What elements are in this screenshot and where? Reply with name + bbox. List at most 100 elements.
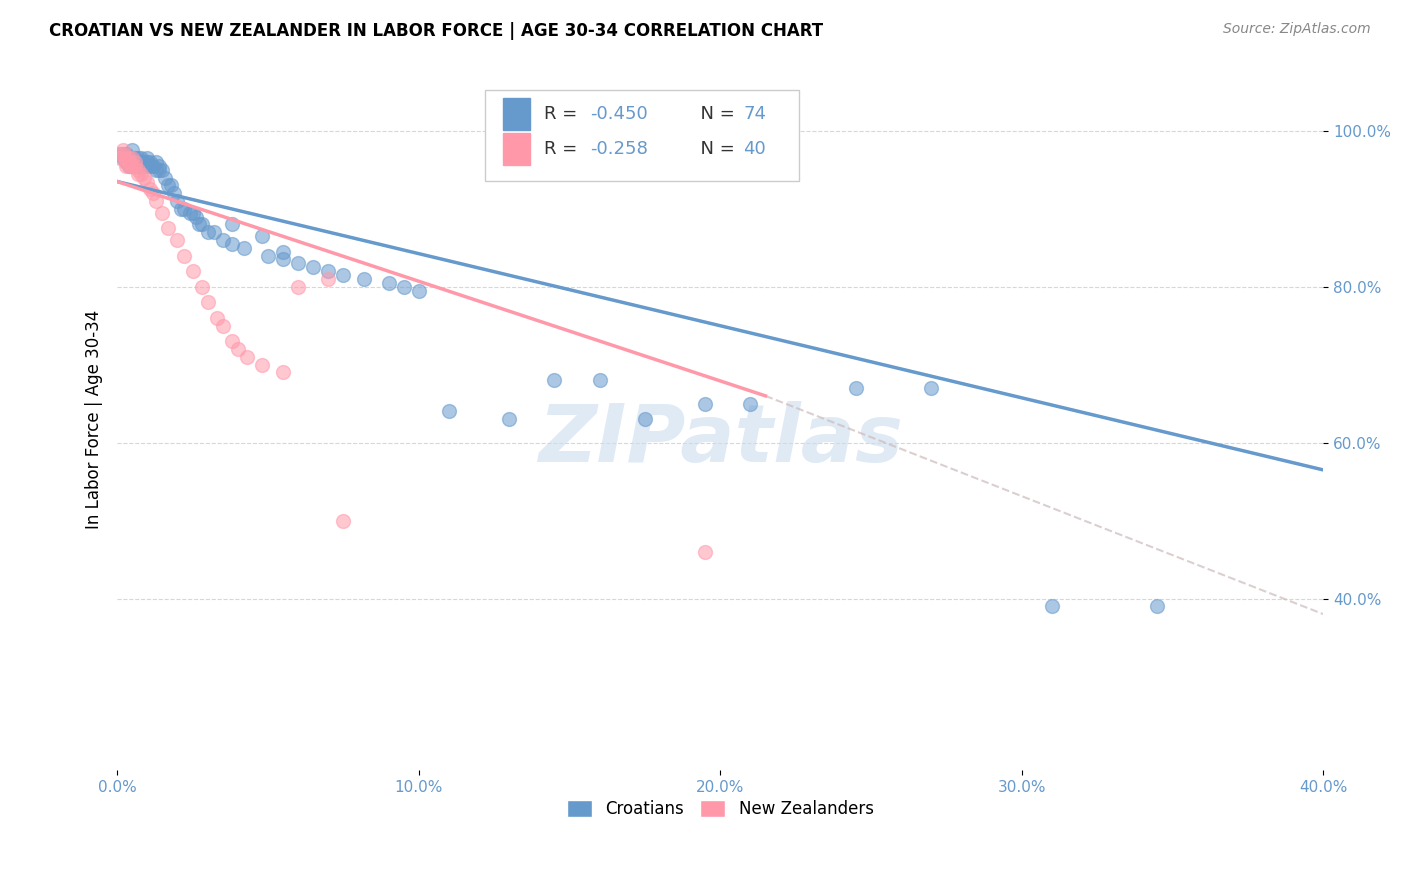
Text: -0.450: -0.450	[591, 105, 648, 123]
Point	[920, 381, 942, 395]
Point	[139, 159, 162, 173]
Point	[271, 366, 294, 380]
Point	[142, 159, 165, 173]
Point	[157, 221, 180, 235]
Bar	[503, 134, 530, 165]
Point	[157, 178, 180, 193]
Point	[112, 151, 135, 165]
Point	[271, 252, 294, 267]
Point	[236, 350, 259, 364]
Point	[115, 155, 138, 169]
Point	[127, 155, 149, 169]
Point	[184, 210, 207, 224]
Point	[152, 162, 174, 177]
Point	[332, 514, 354, 528]
Point	[145, 194, 167, 208]
Point	[108, 147, 131, 161]
Point	[121, 151, 143, 165]
Point	[211, 318, 233, 333]
Point	[112, 147, 135, 161]
Text: ZIPatlas: ZIPatlas	[537, 401, 903, 479]
Point	[127, 159, 149, 173]
Point	[181, 264, 204, 278]
Bar	[503, 98, 530, 130]
Text: R =: R =	[544, 105, 583, 123]
Point	[112, 147, 135, 161]
Point	[190, 218, 212, 232]
Text: CROATIAN VS NEW ZEALANDER IN LABOR FORCE | AGE 30-34 CORRELATION CHART: CROATIAN VS NEW ZEALANDER IN LABOR FORCE…	[49, 22, 824, 40]
Point	[142, 186, 165, 201]
Point	[1040, 599, 1063, 614]
Point	[287, 256, 309, 270]
Point	[498, 412, 520, 426]
Point	[332, 268, 354, 282]
Point	[148, 159, 170, 173]
Point	[145, 155, 167, 169]
Point	[197, 295, 219, 310]
Point	[118, 159, 141, 173]
Point	[139, 182, 162, 196]
Point	[127, 167, 149, 181]
Point	[134, 170, 156, 185]
Point	[190, 279, 212, 293]
Point	[134, 159, 156, 173]
Point	[134, 155, 156, 169]
Point	[131, 151, 153, 165]
Point	[437, 404, 460, 418]
Point	[377, 276, 399, 290]
Text: R =: R =	[544, 140, 583, 158]
Point	[118, 151, 141, 165]
Point	[287, 279, 309, 293]
Point	[740, 397, 762, 411]
Text: 74: 74	[744, 105, 766, 123]
Point	[118, 151, 141, 165]
Point	[211, 233, 233, 247]
Point	[131, 159, 153, 173]
Text: N =: N =	[689, 140, 741, 158]
Point	[136, 159, 159, 173]
Point	[160, 178, 183, 193]
Point	[634, 412, 657, 426]
Point	[124, 159, 146, 173]
Point	[197, 225, 219, 239]
Point	[221, 218, 243, 232]
Point	[187, 218, 209, 232]
Text: Source: ZipAtlas.com: Source: ZipAtlas.com	[1223, 22, 1371, 37]
Point	[124, 155, 146, 169]
Point	[118, 155, 141, 169]
Point	[173, 249, 195, 263]
Point	[221, 334, 243, 349]
Point	[845, 381, 868, 395]
Point	[127, 162, 149, 177]
Y-axis label: In Labor Force | Age 30-34: In Labor Force | Age 30-34	[86, 310, 103, 529]
Point	[166, 194, 188, 208]
Point	[205, 310, 228, 325]
Point	[250, 358, 273, 372]
Point	[543, 373, 565, 387]
Point	[108, 147, 131, 161]
Point	[131, 167, 153, 181]
Text: 40: 40	[744, 140, 766, 158]
Point	[152, 205, 174, 219]
Text: N =: N =	[689, 105, 741, 123]
Point	[250, 229, 273, 244]
Point	[115, 159, 138, 173]
Point	[181, 205, 204, 219]
Point	[136, 151, 159, 165]
Point	[179, 205, 201, 219]
Point	[166, 233, 188, 247]
Point	[588, 373, 610, 387]
Point	[124, 155, 146, 169]
Point	[118, 159, 141, 173]
Point	[148, 162, 170, 177]
Point	[226, 342, 249, 356]
Point	[163, 186, 186, 201]
Point	[124, 151, 146, 165]
Point	[1146, 599, 1168, 614]
Point	[112, 144, 135, 158]
Point	[118, 155, 141, 169]
Point	[353, 272, 375, 286]
Point	[121, 159, 143, 173]
Point	[115, 155, 138, 169]
Point	[202, 225, 225, 239]
